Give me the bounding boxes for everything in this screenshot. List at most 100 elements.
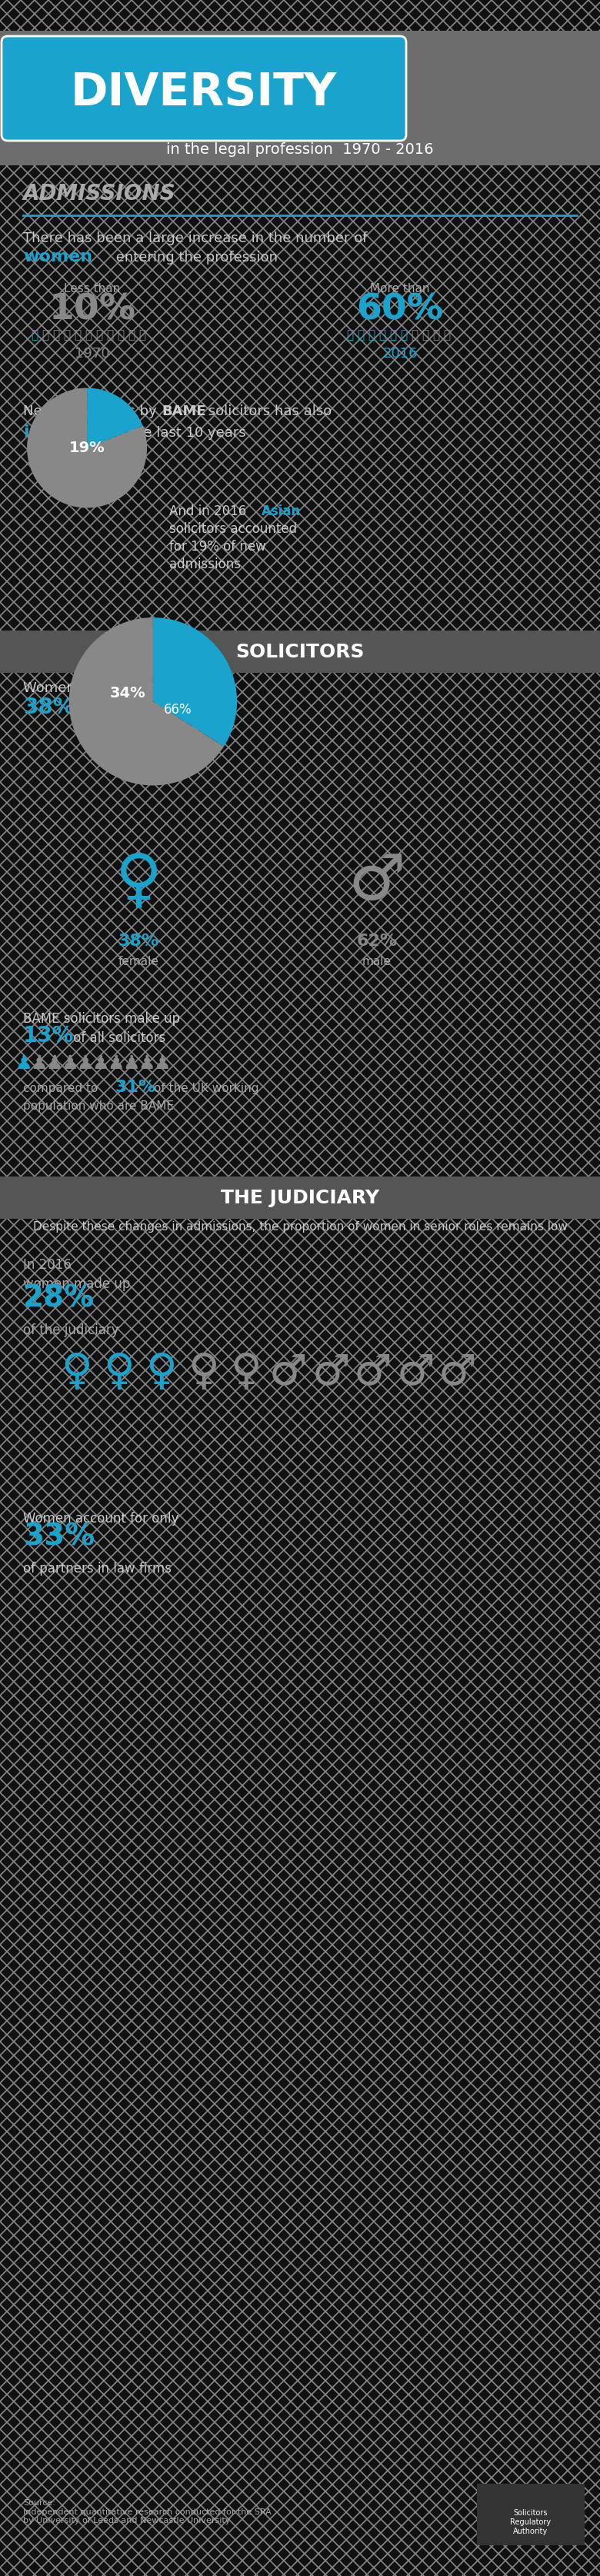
- Text: ♀: ♀: [61, 1352, 92, 1394]
- Text: ♟: ♟: [76, 1054, 93, 1072]
- Text: 👤: 👤: [379, 330, 386, 340]
- Text: 👤: 👤: [389, 330, 397, 340]
- Text: ♂: ♂: [396, 1352, 434, 1394]
- Text: 👤: 👤: [64, 330, 70, 340]
- Text: More than: More than: [370, 283, 430, 294]
- Text: Women account for only: Women account for only: [23, 1512, 179, 1525]
- Text: ♀: ♀: [230, 1352, 262, 1394]
- Text: ♟: ♟: [14, 1054, 32, 1072]
- Bar: [477, 2483, 584, 2545]
- Text: There has been a large increase in the number of: There has been a large increase in the n…: [23, 232, 367, 245]
- Text: DIVERSITY: DIVERSITY: [71, 70, 337, 113]
- Wedge shape: [27, 389, 147, 507]
- Text: 👤: 👤: [139, 330, 146, 340]
- Bar: [0, 631, 600, 672]
- Text: ♀: ♀: [146, 1352, 177, 1394]
- Text: 10%: 10%: [49, 291, 136, 327]
- Text: And in 2016: And in 2016: [169, 505, 250, 518]
- Text: ♟: ♟: [45, 1054, 62, 1072]
- Text: 👤: 👤: [117, 330, 124, 340]
- Text: female: female: [118, 956, 159, 969]
- Text: population who are BAME: population who are BAME: [23, 1100, 174, 1113]
- Text: 66%: 66%: [164, 703, 192, 716]
- Text: 34%: 34%: [110, 685, 146, 701]
- Text: solicitors has also: solicitors has also: [204, 404, 332, 417]
- Bar: [0, 31, 600, 165]
- Text: 33%: 33%: [23, 1522, 95, 1551]
- Text: ♟: ♟: [137, 1054, 155, 1072]
- Text: 38%: 38%: [118, 933, 159, 948]
- Text: of all solicitors: of all solicitors: [69, 1030, 166, 1046]
- Text: women made up: women made up: [23, 1278, 130, 1291]
- Text: women: women: [23, 250, 92, 265]
- Text: ♂: ♂: [348, 850, 406, 912]
- Bar: [0, 1177, 600, 1218]
- Text: 👤: 👤: [357, 330, 364, 340]
- Text: male: male: [362, 956, 392, 969]
- Text: 👤: 👤: [400, 330, 407, 340]
- Text: 31%: 31%: [115, 1079, 157, 1095]
- Text: New admissions by: New admissions by: [23, 404, 161, 417]
- Text: 👤: 👤: [422, 330, 429, 340]
- Text: in the last 10 years: in the last 10 years: [107, 425, 246, 440]
- Text: 👤: 👤: [85, 330, 92, 340]
- Text: ♟: ♟: [61, 1054, 78, 1072]
- Text: admissions: admissions: [169, 556, 241, 572]
- Text: Despite these changes in admissions, the proportion of women in senior roles rem: Despite these changes in admissions, the…: [33, 1221, 567, 1234]
- Text: ♟: ♟: [122, 1054, 139, 1072]
- Text: BAME solicitors make up: BAME solicitors make up: [23, 1012, 180, 1025]
- Text: ♟: ♟: [30, 1054, 47, 1072]
- Text: of all solicitors: of all solicitors: [77, 703, 182, 716]
- Wedge shape: [153, 618, 237, 747]
- Text: ♂: ♂: [269, 1352, 308, 1394]
- Text: SOLICITORS: SOLICITORS: [236, 644, 364, 662]
- Text: increased: increased: [23, 425, 117, 440]
- Text: of the UK working: of the UK working: [154, 1082, 259, 1095]
- FancyBboxPatch shape: [2, 36, 406, 142]
- Text: 2016: 2016: [383, 348, 418, 361]
- Text: for 19% of new: for 19% of new: [169, 541, 266, 554]
- Text: ♟: ♟: [107, 1054, 124, 1072]
- Text: Women now represent: Women now represent: [23, 680, 179, 696]
- Text: ♟: ♟: [91, 1054, 109, 1072]
- Text: 👤: 👤: [42, 330, 49, 340]
- Text: Less than: Less than: [64, 283, 121, 294]
- Text: 13%: 13%: [23, 1025, 74, 1046]
- Text: 👤: 👤: [443, 330, 451, 340]
- Text: 60%: 60%: [356, 291, 443, 327]
- Text: ♀: ♀: [104, 1352, 135, 1394]
- Text: Source:
Independent quantitative research conducted for the SRA
by University of: Source: Independent quantitative researc…: [23, 2499, 271, 2524]
- Text: ♂: ♂: [354, 1352, 392, 1394]
- Text: 👤: 👤: [411, 330, 418, 340]
- Text: 1970: 1970: [75, 348, 110, 361]
- Text: ♀: ♀: [188, 1352, 220, 1394]
- Wedge shape: [87, 389, 143, 448]
- Text: 👤: 👤: [368, 330, 375, 340]
- Text: Asian: Asian: [262, 505, 301, 518]
- Text: 👤: 👤: [346, 330, 353, 340]
- Text: In 2016: In 2016: [23, 1257, 71, 1273]
- Text: 👤: 👤: [96, 330, 103, 340]
- Text: compared to: compared to: [23, 1082, 98, 1095]
- Text: solicitors accounted: solicitors accounted: [169, 523, 297, 536]
- Text: of the judiciary: of the judiciary: [23, 1324, 119, 1337]
- Text: 28%: 28%: [23, 1285, 95, 1314]
- Text: of partners in law firms: of partners in law firms: [23, 1561, 172, 1577]
- Text: entering the profession: entering the profession: [112, 250, 278, 265]
- Text: 👤: 👤: [31, 330, 38, 340]
- Text: 👤: 👤: [433, 330, 440, 340]
- Text: 👤: 👤: [106, 330, 113, 340]
- Text: 👤: 👤: [53, 330, 59, 340]
- Text: 👤: 👤: [128, 330, 135, 340]
- Text: ♂: ♂: [311, 1352, 350, 1394]
- Text: 62%: 62%: [356, 933, 397, 948]
- Text: ♀: ♀: [115, 850, 162, 912]
- Text: Solicitors
Regulatory
Authority: Solicitors Regulatory Authority: [511, 2509, 551, 2535]
- Text: THE JUDICIARY: THE JUDICIARY: [221, 1188, 379, 1208]
- Text: in the legal profession  1970 - 2016: in the legal profession 1970 - 2016: [166, 142, 434, 157]
- Text: BAME: BAME: [161, 404, 206, 417]
- Wedge shape: [69, 618, 224, 786]
- Text: 19%: 19%: [69, 440, 105, 456]
- Text: ♂: ♂: [439, 1352, 477, 1394]
- Text: 38%: 38%: [23, 696, 74, 719]
